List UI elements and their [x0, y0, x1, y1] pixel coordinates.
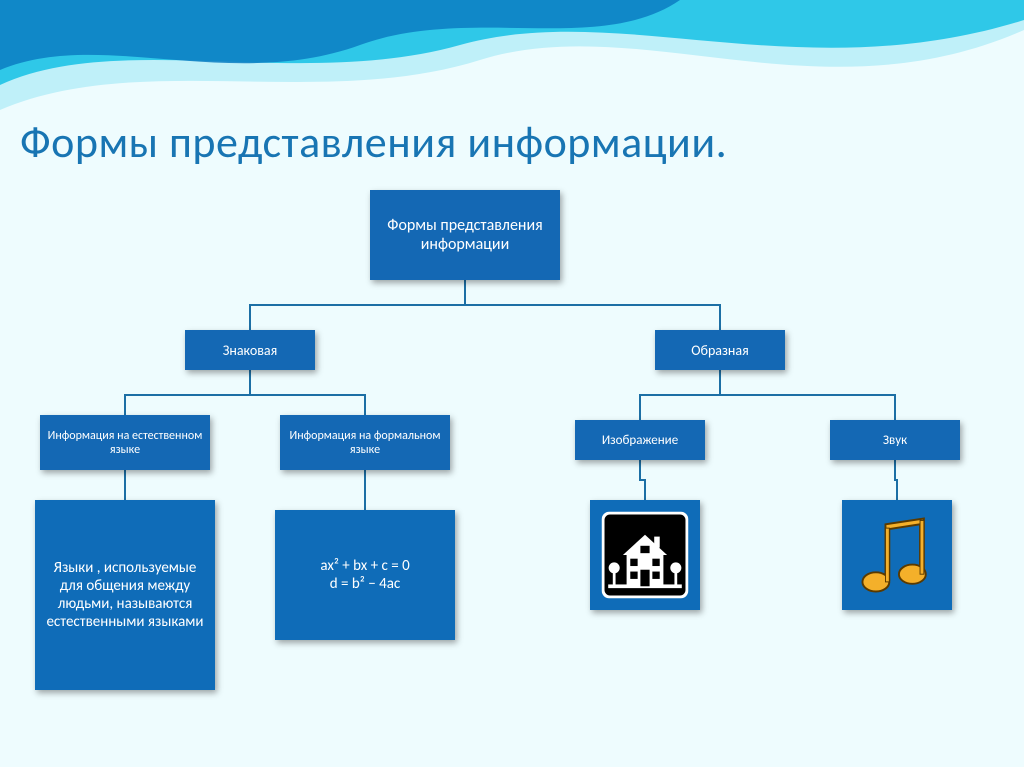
house-icon — [599, 509, 691, 601]
node-label: ax² + bx + c = 0 d = b² − 4ac — [281, 557, 449, 593]
node-sound_icon — [842, 500, 952, 610]
node-label: Образная — [661, 342, 779, 359]
node-image: Изображение — [575, 420, 705, 460]
node-label: Изображение — [581, 433, 699, 448]
node-sign: Знаковая — [185, 330, 315, 370]
node-figurative: Образная — [655, 330, 785, 370]
node-label: Знаковая — [191, 342, 309, 359]
node-formal: Информация на формальном языке — [280, 415, 450, 470]
node-label: Информация на естественном языке — [46, 429, 204, 457]
node-image_icon — [590, 500, 700, 610]
node-label: Формы представления информации — [376, 216, 554, 254]
node-natural_desc: Языки , используемые для общения между л… — [35, 500, 215, 690]
node-label: Языки , используемые для общения между л… — [41, 559, 209, 631]
node-root: Формы представления информации — [370, 190, 560, 280]
music-note-icon — [849, 507, 945, 603]
node-sound: Звук — [830, 420, 960, 460]
node-label: Звук — [836, 433, 954, 448]
diagram-canvas: Формы представления информации Знаковая Об… — [0, 0, 1024, 767]
node-natural: Информация на естественном языке — [40, 415, 210, 470]
node-formal_desc: ax² + bx + c = 0 d = b² − 4ac — [275, 510, 455, 640]
node-label: Информация на формальном языке — [286, 429, 444, 457]
